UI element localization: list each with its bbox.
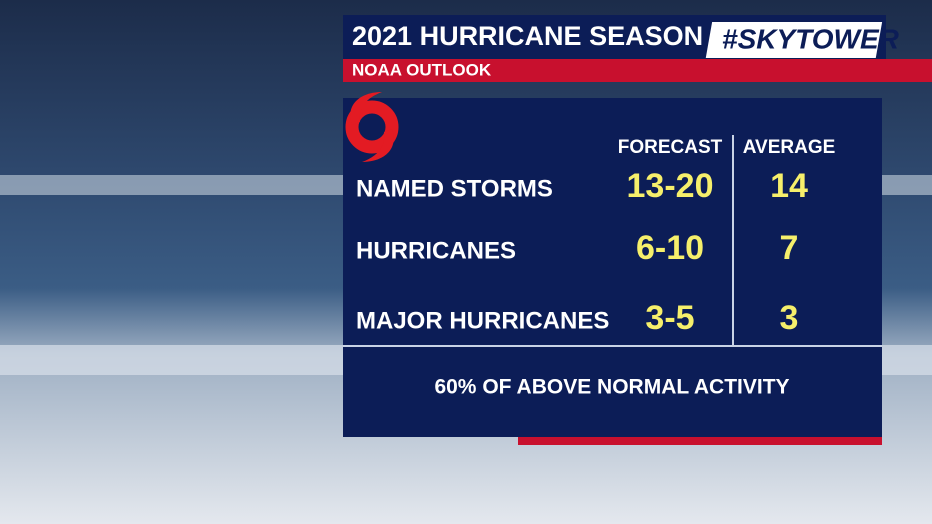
average-value: 7 — [780, 229, 799, 267]
footer: 60% OF ABOVE NORMAL ACTIVITY — [434, 376, 789, 399]
hurricane-icon — [345, 92, 399, 162]
brand-box — [705, 22, 883, 58]
forecast-value: 3-5 — [645, 299, 694, 337]
row-label: NAMED STORMS — [356, 175, 553, 202]
row-label: MAJOR HURRICANES — [356, 307, 609, 334]
title: 2021 HURRICANE SEASON — [352, 21, 703, 51]
forecast-value: 6-10 — [636, 229, 704, 267]
average-value: 3 — [780, 299, 799, 337]
forecast-value: 13-20 — [627, 167, 714, 205]
brand: #SKYTOWER — [722, 23, 900, 54]
average-value: 14 — [770, 167, 808, 205]
subtitle: NOAA OUTLOOK — [352, 60, 492, 79]
panel — [343, 98, 882, 437]
row-label: HURRICANES — [356, 237, 516, 264]
column-header: AVERAGE — [743, 137, 836, 158]
accent-bar — [518, 437, 882, 445]
column-header: FORECAST — [618, 137, 723, 158]
subtitle-bar — [343, 59, 932, 82]
